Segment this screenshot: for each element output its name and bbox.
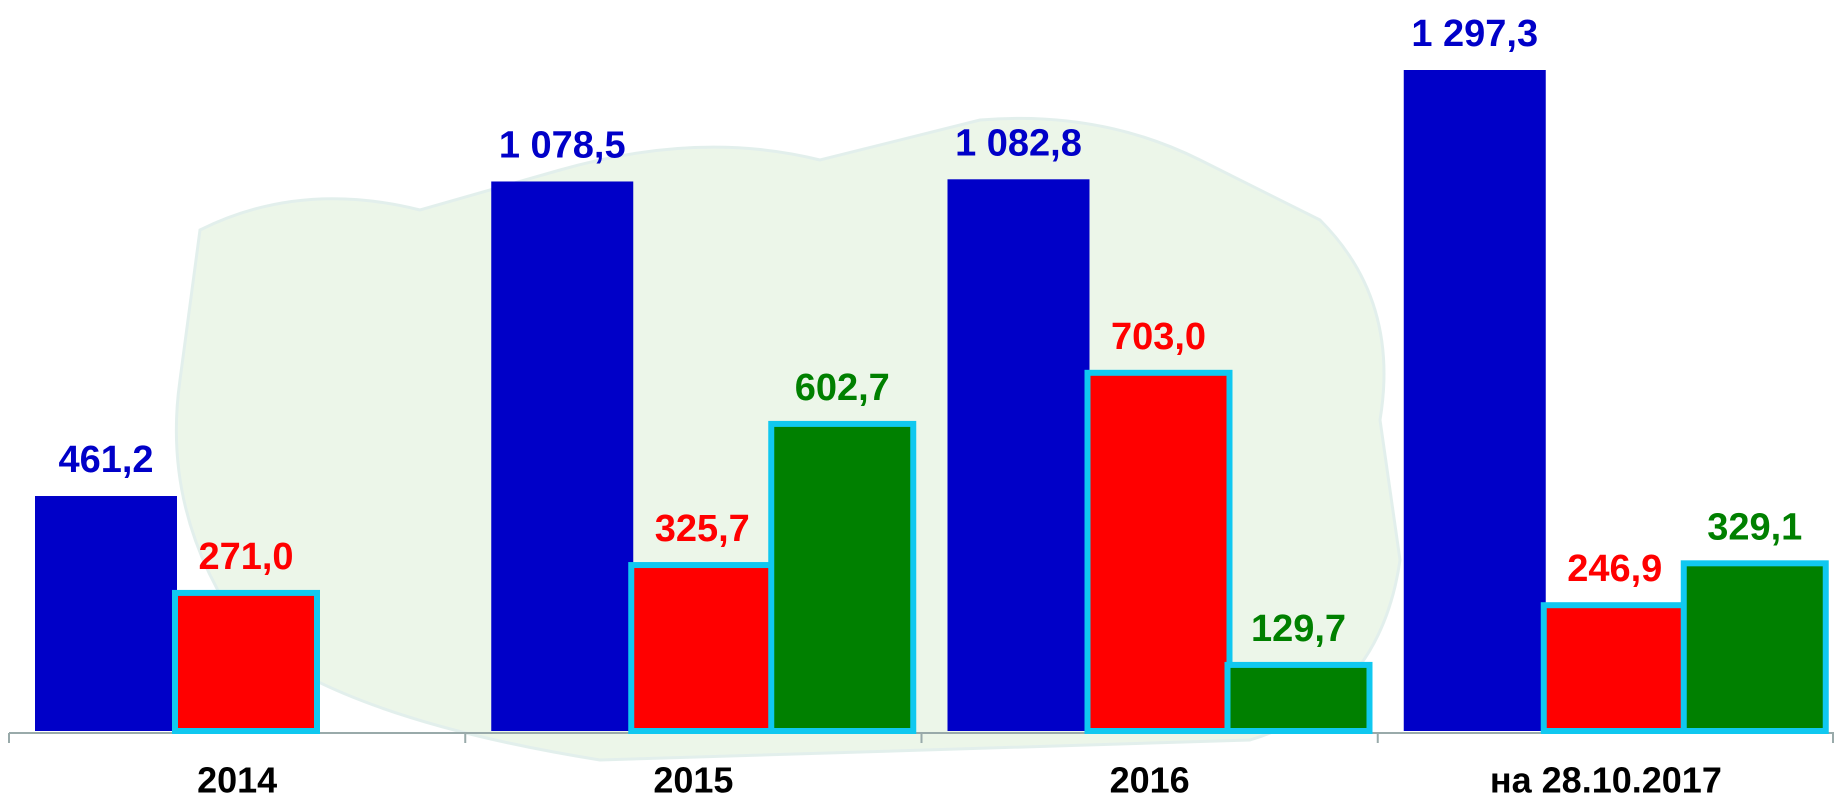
value-label: 325,7 bbox=[655, 508, 750, 550]
bar bbox=[628, 562, 777, 735]
bar bbox=[1224, 661, 1373, 734]
bar bbox=[1540, 602, 1689, 735]
value-label: 129,7 bbox=[1251, 608, 1346, 650]
value-label: 1 297,3 bbox=[1411, 13, 1538, 55]
bar bbox=[172, 589, 320, 735]
bar bbox=[768, 420, 917, 734]
value-label: 602,7 bbox=[795, 367, 890, 409]
x-tick-label: на 28.10.2017 bbox=[1490, 760, 1722, 800]
bar bbox=[947, 179, 1090, 731]
bar bbox=[1403, 70, 1546, 731]
value-label: 461,2 bbox=[58, 439, 153, 481]
bar bbox=[491, 181, 634, 732]
value-label: 246,9 bbox=[1567, 548, 1662, 590]
x-tick-label: 2015 bbox=[653, 760, 733, 800]
value-label: 1 078,5 bbox=[499, 125, 626, 167]
x-tick-label: 2016 bbox=[1110, 760, 1190, 800]
x-tick-label: 2014 bbox=[197, 760, 277, 800]
value-label: 1 082,8 bbox=[955, 122, 1082, 164]
value-label: 329,1 bbox=[1707, 506, 1802, 548]
value-label: 703,0 bbox=[1111, 316, 1206, 358]
bar bbox=[35, 496, 177, 731]
bar bbox=[1680, 560, 1829, 734]
bar bbox=[1084, 369, 1233, 734]
value-label: 271,0 bbox=[198, 536, 293, 578]
